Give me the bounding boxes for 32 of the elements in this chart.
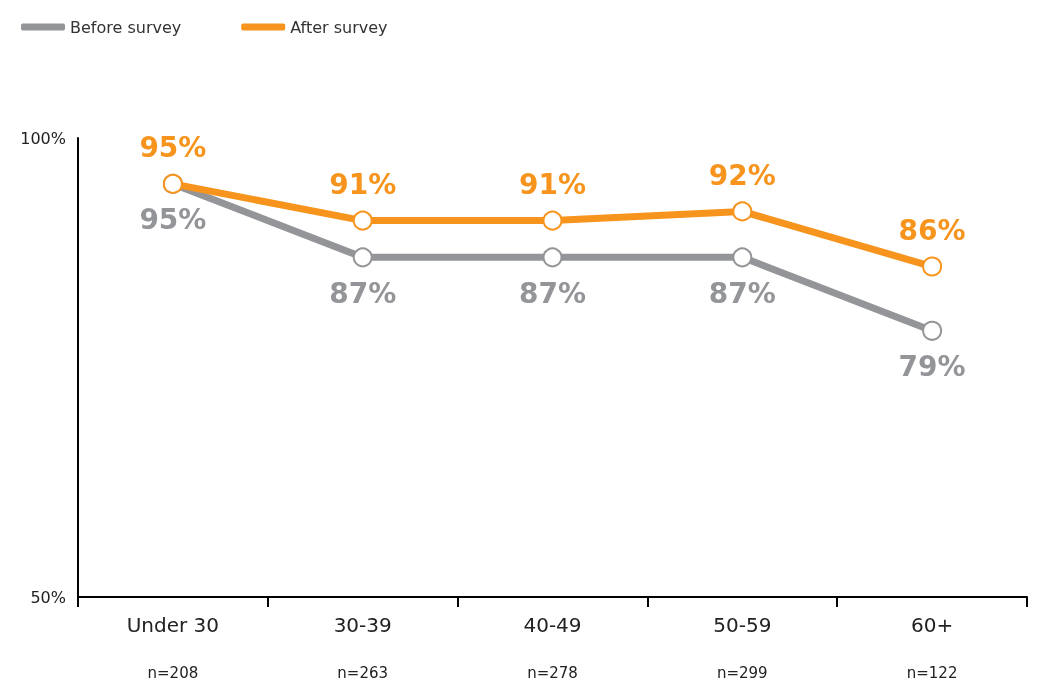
y-tick-label: 50%	[30, 587, 66, 607]
legend-label: After survey	[290, 17, 388, 37]
point	[922, 256, 943, 277]
x-tick-label: 30-39	[333, 613, 392, 637]
data-label: 95%	[139, 131, 207, 165]
text: n=263	[337, 663, 389, 682]
data-label: 87%	[708, 276, 776, 310]
point	[922, 320, 943, 341]
point	[732, 201, 753, 222]
data-label: 79%	[898, 350, 966, 384]
point	[352, 247, 373, 268]
data-label: 91%	[518, 168, 587, 202]
text: n=299	[716, 663, 768, 682]
x-tick-label: 60+	[910, 613, 954, 637]
point	[542, 210, 563, 231]
data-label: 87%	[329, 276, 397, 310]
x-tick-label: 50-59	[713, 613, 772, 637]
x-tick-label: Under 30	[126, 613, 220, 637]
data-label: 91%	[329, 168, 397, 202]
x-tick-label: 40-49	[523, 613, 582, 637]
data-label: 86%	[898, 214, 966, 248]
point	[732, 247, 753, 268]
data-label: 92%	[708, 158, 776, 192]
data-label: 87%	[518, 276, 587, 310]
point	[352, 210, 373, 231]
data-label: 95%	[139, 203, 207, 237]
point	[542, 247, 563, 268]
text: n=208	[147, 663, 199, 682]
legend-label: Before survey	[70, 17, 182, 37]
y-tick-label: 100%	[20, 128, 66, 148]
text: n=122	[906, 663, 958, 682]
text: n=278	[527, 663, 578, 682]
